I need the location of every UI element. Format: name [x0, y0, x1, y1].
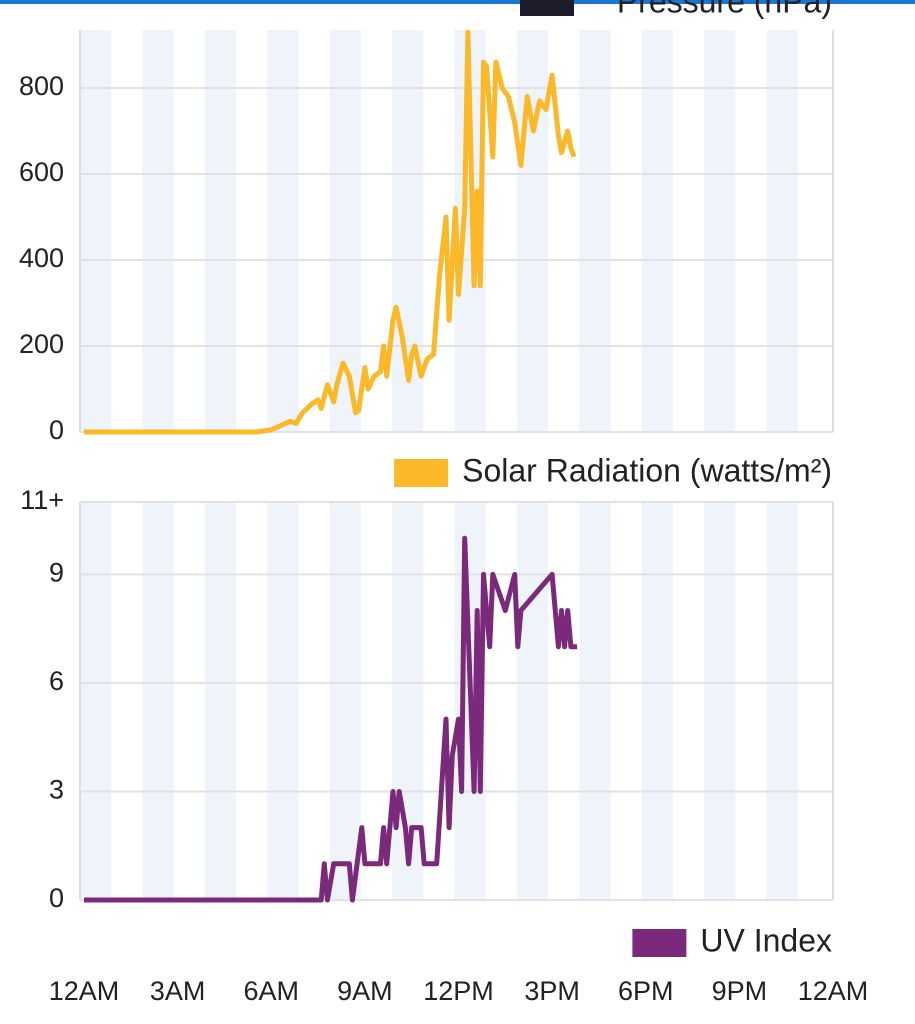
band [267, 502, 299, 900]
legend-swatch [520, 0, 574, 16]
x-tick-label: 6AM [243, 976, 299, 1006]
band [641, 502, 673, 900]
band [516, 502, 549, 900]
y-tick-label: 800 [19, 71, 64, 101]
y-tick-label: 11+ [20, 485, 64, 515]
y-tick-label: 3 [49, 775, 64, 805]
legend-swatch [632, 929, 687, 957]
band [80, 502, 112, 900]
band [766, 502, 798, 900]
band [329, 502, 361, 900]
top-bar [0, 0, 915, 4]
band [766, 30, 798, 432]
x-tick-label: 12AM [798, 976, 869, 1006]
band [704, 502, 736, 900]
y-tick-label: 6 [49, 666, 64, 696]
band [142, 502, 174, 900]
legend-label: Solar Radiation (watts/m²) [462, 452, 832, 488]
y-tick-label: 600 [19, 157, 64, 187]
legend-label: Pressure (hPa) [617, 0, 832, 19]
data-line [84, 29, 577, 435]
y-tick-label: 200 [19, 329, 64, 359]
x-tick-label: 9PM [712, 976, 768, 1006]
x-tick-label: 12AM [49, 976, 120, 1006]
y-tick-label: 0 [49, 883, 64, 913]
band [204, 30, 237, 432]
y-tick-label: 0 [49, 415, 64, 445]
legend-swatch [394, 459, 449, 487]
band [80, 30, 112, 432]
x-tick-label: 3PM [524, 976, 580, 1006]
band [704, 30, 736, 432]
legend-label: UV Index [700, 922, 832, 958]
y-tick-label: 9 [49, 557, 64, 587]
band [267, 30, 299, 432]
x-tick-label: 6PM [618, 976, 674, 1006]
x-tick-label: 12PM [423, 976, 494, 1006]
x-tick-label: 9AM [337, 976, 393, 1006]
band [516, 30, 549, 432]
band [204, 502, 237, 900]
band [579, 30, 611, 432]
y-tick-label: 400 [19, 243, 64, 273]
band [641, 30, 673, 432]
band [579, 502, 611, 900]
band [142, 30, 174, 432]
x-tick-label: 3AM [150, 976, 206, 1006]
data-line [84, 535, 578, 903]
